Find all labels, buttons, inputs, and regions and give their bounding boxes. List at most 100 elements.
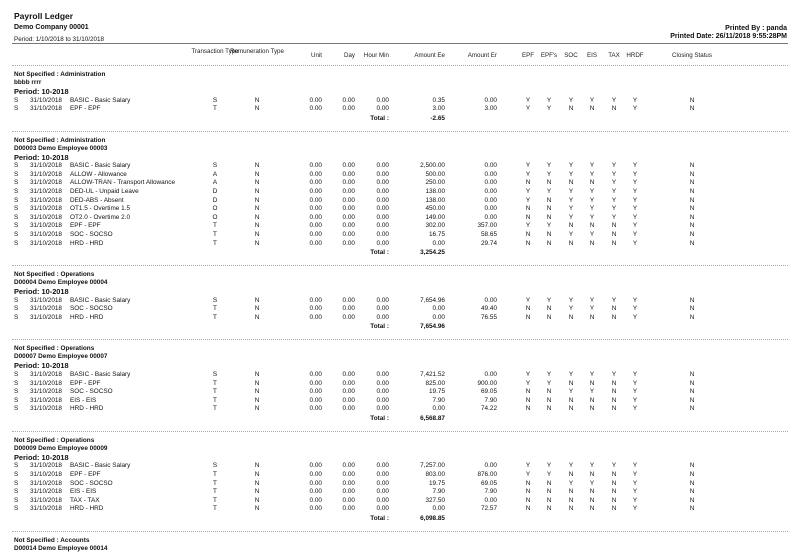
amount-er: 0.00 [484, 162, 497, 170]
hrdf-flag: Y [632, 405, 638, 413]
transaction-type: T [213, 396, 217, 404]
epfs-flag: N [546, 230, 552, 238]
closing-status: N [689, 162, 695, 170]
epf-flag: Y [525, 222, 531, 230]
closing-status: N [689, 496, 695, 504]
epf-flag: N [525, 479, 531, 487]
epf-flag: N [525, 488, 531, 496]
epf-flag: N [525, 388, 531, 396]
eis-flag: Y [589, 162, 595, 170]
hrdf-flag: Y [632, 470, 638, 478]
total-row: Total : 6,568.87 [0, 414, 800, 423]
remuneration-type: N [254, 96, 260, 104]
pay-item: EPF - EPF [70, 222, 101, 230]
soc-flag: N [568, 222, 574, 230]
transaction-type: S [212, 96, 218, 104]
source: S [14, 388, 19, 396]
transaction-type: T [213, 488, 217, 496]
source: S [14, 396, 19, 404]
hour-min: 0.00 [376, 305, 389, 313]
hrdf-flag: Y [632, 379, 638, 387]
department-label: Not Specified : Operations [14, 436, 95, 444]
remuneration-type: N [254, 405, 260, 413]
transaction-type: T [213, 388, 217, 396]
total-amount: 7,654.96 [420, 323, 445, 331]
unit: 0.00 [309, 313, 322, 321]
table-row: S 31/10/2018 ALLOW - Allowance A N 0.00 0.00 0.… [0, 171, 800, 180]
source: S [14, 230, 19, 238]
hour-min: 0.00 [376, 239, 389, 247]
eis-flag: N [589, 496, 595, 504]
epf-flag: N [525, 213, 531, 221]
amount-er: 0.00 [484, 187, 497, 195]
closing-status: N [689, 230, 695, 238]
transaction-type: T [213, 505, 217, 513]
date: 31/10/2018 [30, 162, 62, 170]
amount-ee: 500.00 [425, 170, 445, 178]
closing-status: N [689, 170, 695, 178]
soc-flag: N [568, 379, 574, 387]
col-tax: TAX [608, 52, 620, 59]
day: 0.00 [342, 488, 355, 496]
day: 0.00 [342, 179, 355, 187]
epfs-flag: Y [546, 370, 552, 378]
amount-er: 0.00 [484, 196, 497, 204]
epf-flag: N [525, 179, 531, 187]
pay-item: BASIC - Basic Salary [70, 462, 131, 470]
soc-flag: N [568, 313, 574, 321]
source: S [14, 187, 19, 195]
unit: 0.00 [309, 405, 322, 413]
tax-flag: Y [611, 179, 617, 187]
tax-flag: N [611, 396, 617, 404]
hour-min: 0.00 [376, 405, 389, 413]
unit: 0.00 [309, 396, 322, 404]
table-row: S 31/10/2018 SOC - SOCSO T N 0.00 0.00 0.00 16.7… [0, 231, 800, 240]
day: 0.00 [342, 170, 355, 178]
soc-flag: Y [568, 462, 574, 470]
pay-item: OT2.0 - Overtime 2.0 [70, 213, 131, 221]
epf-flag: N [525, 505, 531, 513]
soc-flag: Y [568, 370, 574, 378]
col-eis: EIS [587, 52, 597, 59]
epfs-flag: Y [546, 379, 552, 387]
employee-label: D00003 Demo Employee 00003 [14, 144, 108, 152]
tax-flag: N [611, 379, 617, 387]
transaction-type: S [212, 370, 218, 378]
transaction-type: T [213, 305, 217, 313]
hrdf-flag: Y [632, 179, 638, 187]
amount-ee: 803.00 [425, 470, 445, 478]
table-row: S 31/10/2018 DED-UL - Unpaid Leave D N 0.00 0.… [0, 188, 800, 197]
day: 0.00 [342, 187, 355, 195]
amount-ee: 450.00 [425, 205, 445, 213]
pay-item: HRD - HRD [70, 313, 104, 321]
epf-flag: N [525, 239, 531, 247]
transaction-type: T [213, 222, 217, 230]
epfs-flag: N [546, 479, 552, 487]
day: 0.00 [342, 470, 355, 478]
date: 31/10/2018 [30, 239, 62, 247]
eis-flag: Y [589, 230, 595, 238]
source: S [14, 505, 19, 513]
col-transaction-type: Transaction Type [191, 48, 239, 55]
eis-flag: Y [589, 388, 595, 396]
closing-status: N [689, 479, 695, 487]
remuneration-type: N [254, 179, 260, 187]
hour-min: 0.00 [376, 479, 389, 487]
amount-er: 58.65 [481, 230, 497, 238]
eis-flag: N [589, 222, 595, 230]
epf-flag: Y [525, 170, 531, 178]
amount-er: 69.05 [481, 388, 497, 396]
header-divider [12, 43, 788, 44]
day: 0.00 [342, 396, 355, 404]
soc-flag: Y [568, 196, 574, 204]
hrdf-flag: Y [632, 305, 638, 313]
total-label: Total : [370, 514, 389, 522]
report-title: Payroll Ledger [14, 11, 74, 21]
date: 31/10/2018 [30, 313, 62, 321]
transaction-type: D [212, 187, 218, 195]
transaction-type: T [213, 470, 217, 478]
day: 0.00 [342, 205, 355, 213]
unit: 0.00 [309, 205, 322, 213]
section-divider [12, 523, 788, 532]
hrdf-flag: Y [632, 488, 638, 496]
